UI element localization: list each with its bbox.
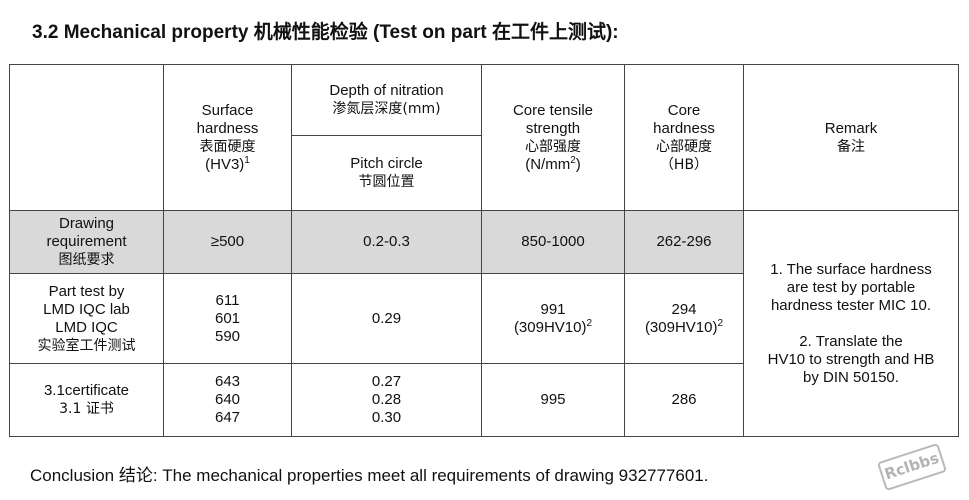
remark-note-2: 2. Translate the HV10 to strength and HB… bbox=[767, 332, 935, 386]
mechanical-property-table: Surface hardness 表面硬度 (HV3)1 Depth of ni… bbox=[9, 64, 959, 437]
header-depth-of-nitration: Depth of nitration 渗氮层深度(mm) bbox=[291, 64, 482, 136]
header-empty-cell bbox=[9, 64, 164, 211]
header-subrow: Pitch circle 节圆位置 bbox=[10, 135, 959, 211]
header-remark: Remark 备注 bbox=[743, 64, 959, 211]
table-row-certificate: 3.1certificate 3.1 证书 643 640 647 0.27 0… bbox=[9, 363, 959, 437]
remark-cell: 1. The surface hardness are test by port… bbox=[743, 210, 959, 437]
cell-certificate-surface: 643 640 647 bbox=[163, 363, 292, 437]
cell-drawing-pitch: 0.2-0.3 bbox=[291, 210, 482, 274]
table-row-drawing-requirement: Drawing requirement 图纸要求 ≥500 0.2-0.3 85… bbox=[9, 210, 959, 437]
cell-drawing-surface: ≥500 bbox=[163, 210, 292, 274]
cell-certificate-pitch: 0.27 0.28 0.30 bbox=[291, 363, 482, 437]
cell-part-test-core-hardness: 294 (309HV10)2 bbox=[624, 273, 744, 364]
row-label-drawing: Drawing requirement 图纸要求 bbox=[9, 210, 164, 274]
header-surface-hardness: Surface hardness 表面硬度 (HV3)1 bbox=[163, 64, 292, 211]
conclusion-text: Conclusion 结论: The mechanical properties… bbox=[30, 466, 709, 485]
cell-part-test-pitch: 0.29 bbox=[291, 273, 482, 364]
header-pitch-circle: Pitch circle 节圆位置 bbox=[291, 135, 482, 211]
header-core-tensile-strength: Core tensile strength 心部强度 (N/mm2) bbox=[481, 64, 625, 211]
cell-part-test-core-tensile: 991 (309HV10)2 bbox=[481, 273, 625, 364]
cell-certificate-core-tensile: 995 bbox=[481, 363, 625, 437]
header-core-hardness: Core hardness 心部硬度 （HB） bbox=[624, 64, 744, 211]
cell-drawing-core-tensile: 850-1000 bbox=[481, 210, 625, 274]
header-row: Surface hardness 表面硬度 (HV3)1 Depth of ni… bbox=[9, 64, 959, 211]
cell-certificate-core-hardness: 286 bbox=[624, 363, 744, 437]
watermark-stamp: Rclbbs bbox=[876, 442, 948, 492]
table-row-part-test: Part test by LMD IQC lab LMD IQC 实验室工件测试… bbox=[9, 273, 959, 364]
row-label-part-test: Part test by LMD IQC lab LMD IQC 实验室工件测试 bbox=[9, 273, 164, 364]
remark-note-1: 1. The surface hardness are test by port… bbox=[770, 260, 932, 314]
row-label-certificate: 3.1certificate 3.1 证书 bbox=[9, 363, 164, 437]
cell-drawing-core-hardness: 262-296 bbox=[624, 210, 744, 274]
cell-part-test-surface: 611 601 590 bbox=[163, 273, 292, 364]
section-title: 3.2 Mechanical property 机械性能检验 (Test on … bbox=[32, 22, 619, 43]
